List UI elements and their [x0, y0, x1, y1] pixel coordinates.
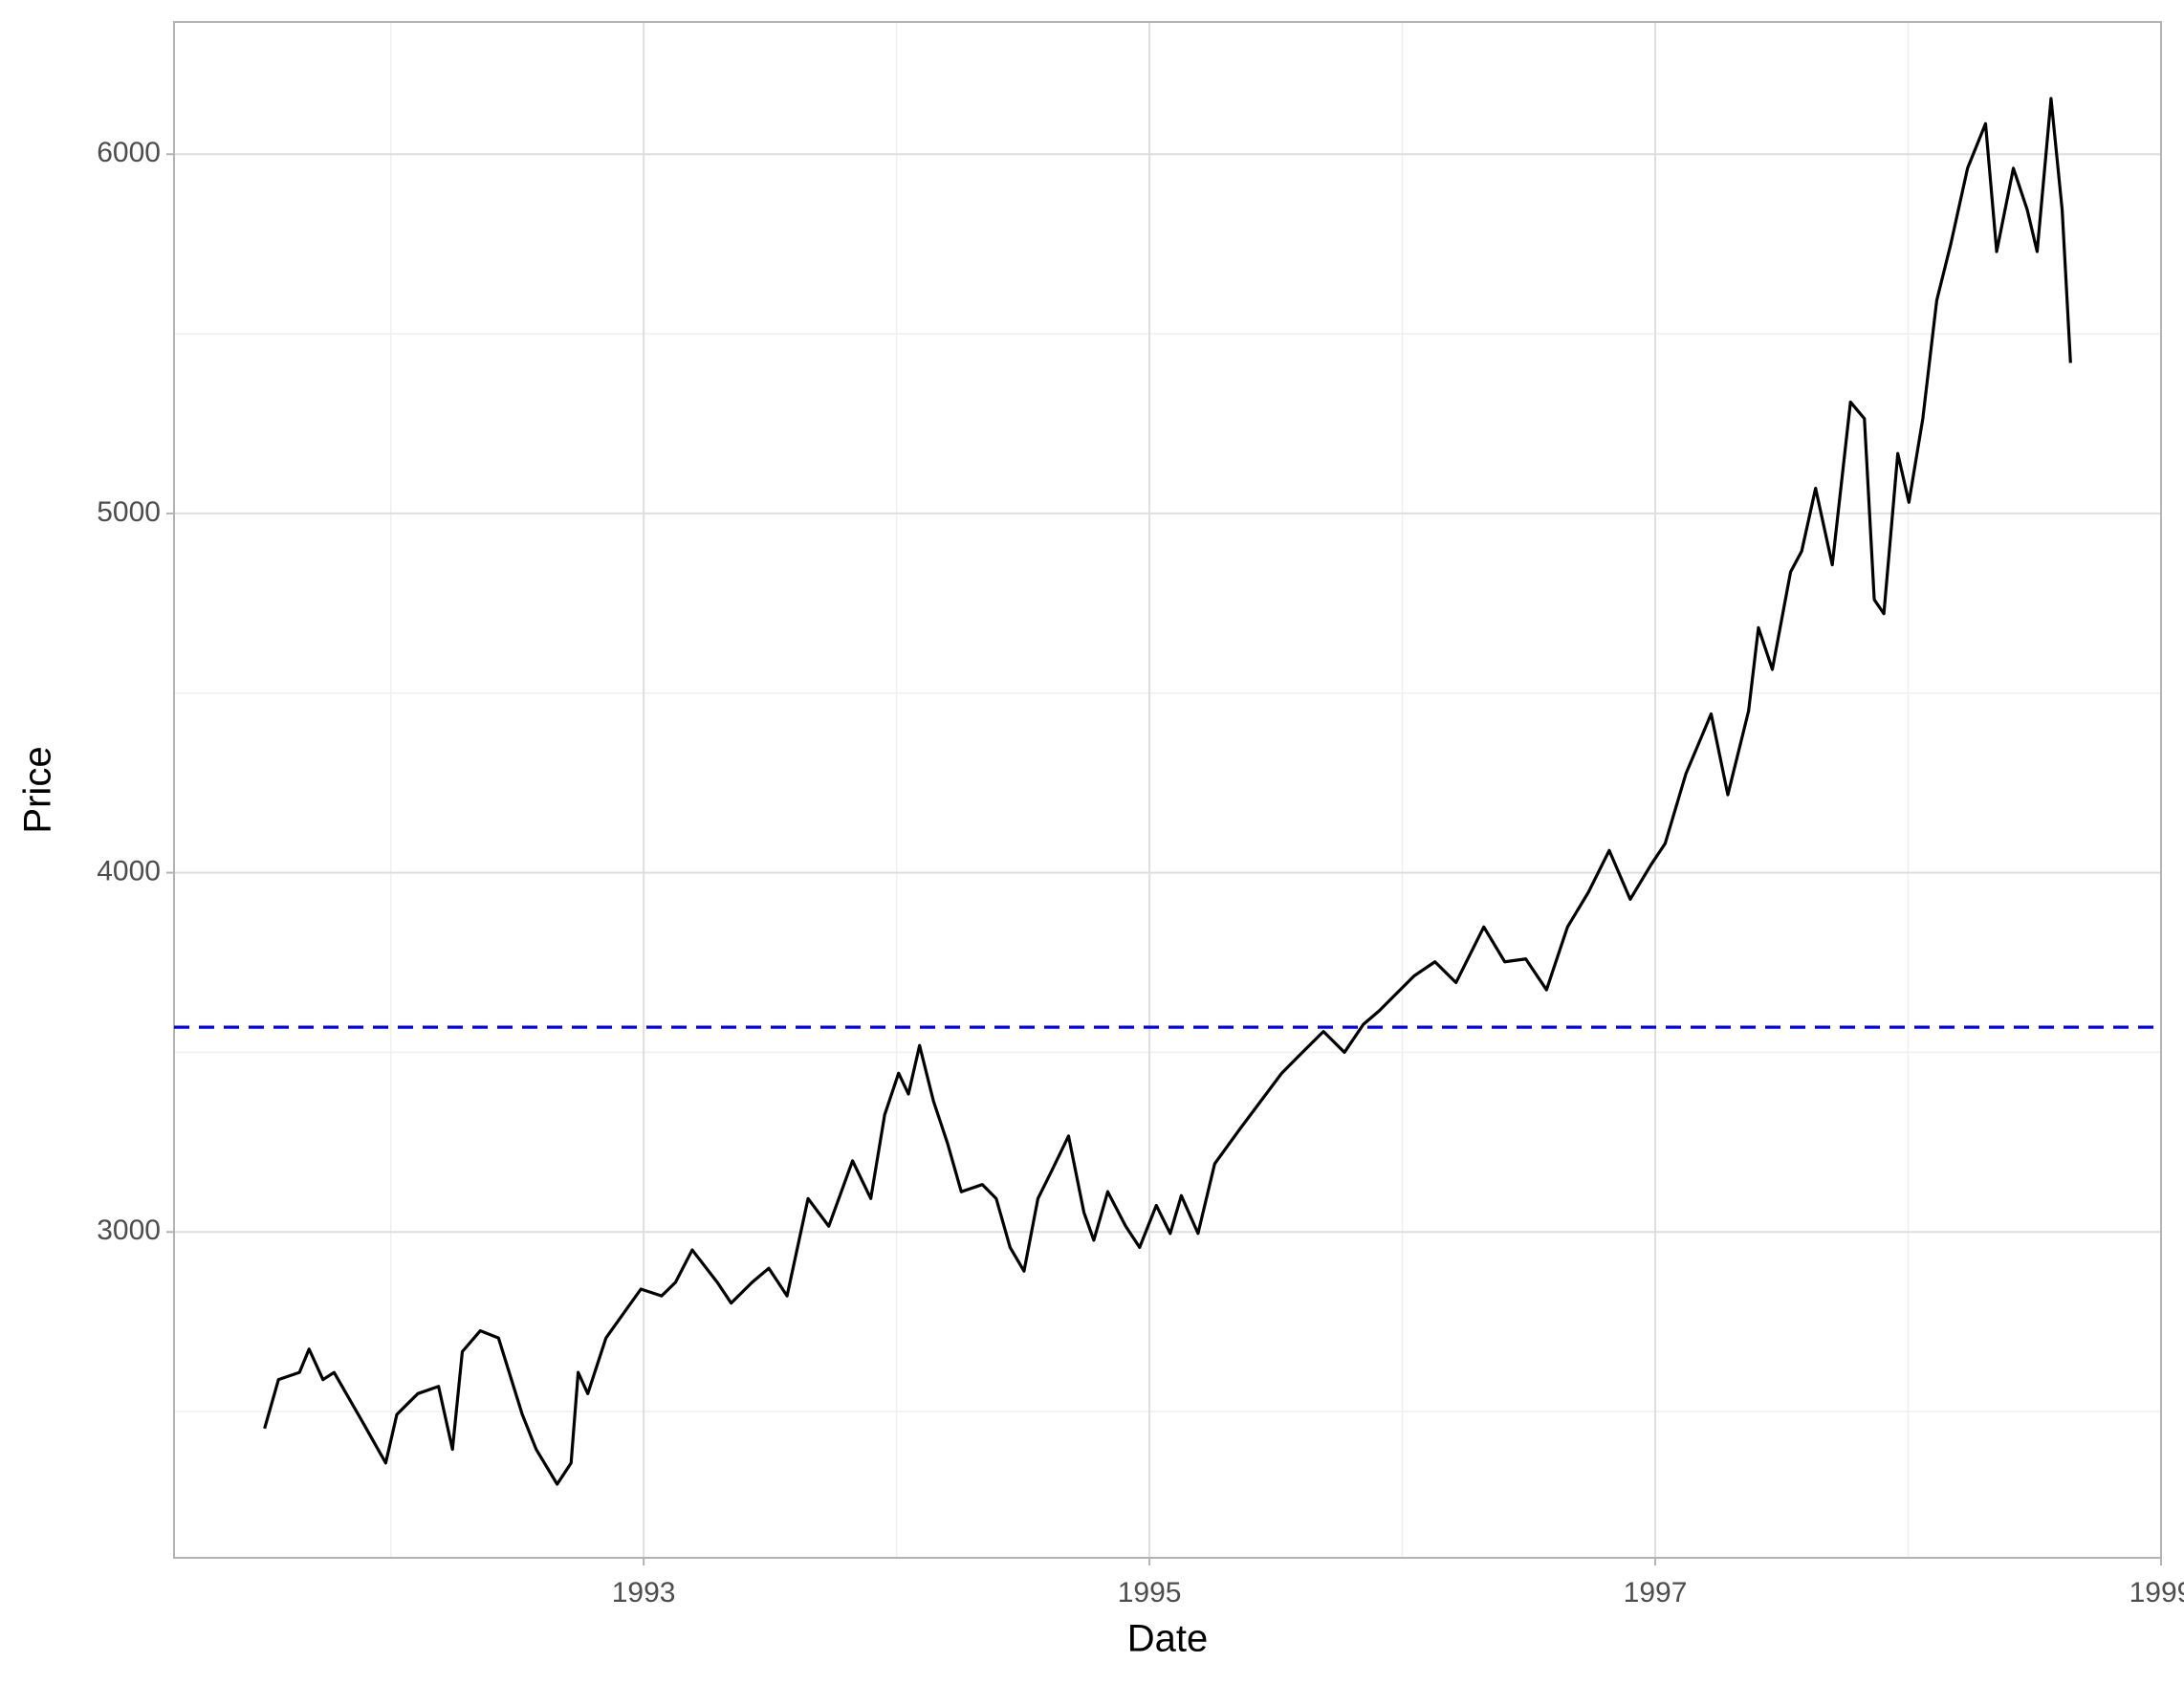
y-tick-label: 3000	[97, 1215, 161, 1246]
y-tick-label: 4000	[97, 856, 161, 887]
price-line	[263, 97, 2072, 1486]
x-axis-title: Date	[1127, 1618, 1209, 1660]
x-tick-label: 1995	[1118, 1577, 1182, 1608]
x-tick-label: 1999	[2129, 1577, 2184, 1608]
y-axis-title: Price	[17, 746, 59, 833]
y-tick-label: 5000	[97, 496, 161, 528]
y-tick-label: 6000	[97, 137, 161, 168]
panel-border	[173, 21, 2162, 1559]
x-tick-label: 1993	[612, 1577, 676, 1608]
x-tick-label: 1997	[1624, 1577, 1688, 1608]
